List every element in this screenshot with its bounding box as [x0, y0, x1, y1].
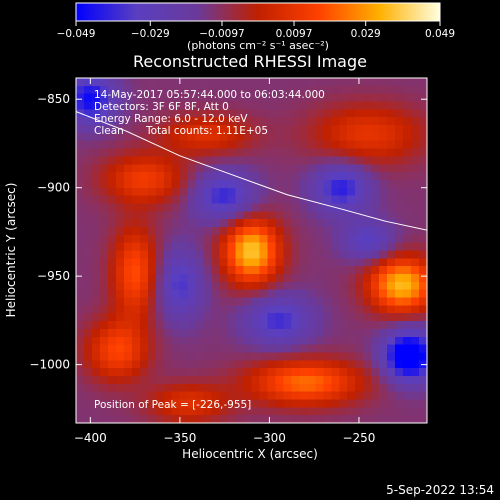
colorbar-unit-label: (photons cm⁻² s⁻¹ asec⁻²) — [187, 39, 329, 52]
annotation-clean: Clean — [94, 125, 124, 137]
colorbar-ticks: −0.049 −0.029 −0.0097 0.0097 0.029 0.049 — [57, 21, 455, 40]
heatmap-image — [76, 78, 427, 423]
y-axis-ticks: −850 −900 −950 −1000 — [29, 92, 427, 372]
annotation-peak: Position of Peak = [-226,-955] — [94, 399, 251, 411]
annotation-energy: Energy Range: 6.0 - 12.0 keV — [94, 113, 248, 125]
annotation-time-range: 14-May-2017 05:57:44.000 to 06:03:44.000 — [94, 89, 325, 101]
colorbar-tick-label: −0.0097 — [199, 28, 245, 40]
annotation-detectors: Detectors: 3F 6F 8F, Att 0 — [94, 101, 229, 113]
y-axis-label: Heliocentric Y (arcsec) — [4, 183, 18, 318]
x-tick-label: −350 — [163, 431, 196, 445]
footer-timestamp: 5-Sep-2022 13:54 — [386, 483, 494, 497]
y-tick-label: −1000 — [29, 358, 70, 372]
colorbar — [75, 2, 441, 22]
colorbar-tick-label: 0.029 — [351, 28, 381, 40]
x-tick-label: −300 — [253, 431, 286, 445]
colorbar-tick-label: 0.049 — [425, 28, 455, 40]
colorbar-tick-label: −0.049 — [57, 28, 96, 40]
solar-limb-curve — [76, 111, 427, 231]
y-tick-label: −850 — [37, 92, 70, 106]
plot-frame — [75, 77, 428, 424]
x-tick-label: −400 — [74, 431, 107, 445]
y-tick-label: −900 — [37, 181, 70, 195]
colorbar-tick-label: −0.029 — [131, 28, 170, 40]
x-tick-label: −250 — [342, 431, 375, 445]
x-axis-ticks: −400 −350 −300 −250 — [74, 78, 375, 445]
chart-title: Reconstructed RHESSI Image — [133, 52, 367, 71]
annotation-total-counts: Total counts: 1.11E+05 — [145, 125, 268, 137]
x-axis-label: Heliocentric X (arcsec) — [182, 447, 318, 461]
y-tick-label: −950 — [37, 269, 70, 283]
colorbar-tick-label: 0.0097 — [276, 28, 313, 40]
